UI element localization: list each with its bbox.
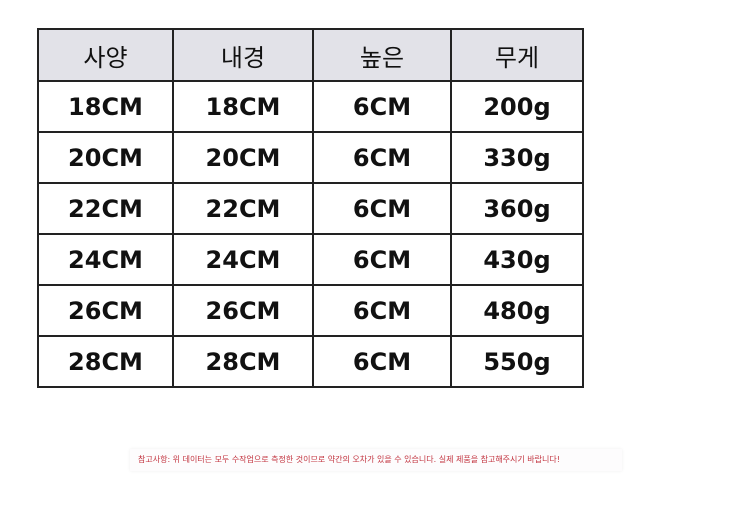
table-cell: 18CM [37,80,174,133]
header-height: 높은 [312,28,452,82]
table-cell: 28CM [172,335,314,388]
table-cell: 26CM [37,284,174,337]
table-cell: 24CM [172,233,314,286]
header-inner-diameter: 내경 [172,28,314,82]
header-spec: 사양 [37,28,174,82]
table-cell: 24CM [37,233,174,286]
table-cell: 22CM [172,182,314,235]
table-cell: 480g [450,284,584,337]
table-cell: 18CM [172,80,314,133]
table-cell: 6CM [312,80,452,133]
table-cell: 6CM [312,233,452,286]
table-cell: 360g [450,182,584,235]
table-cell: 430g [450,233,584,286]
table-cell: 28CM [37,335,174,388]
header-weight: 무게 [450,28,584,82]
table-cell: 20CM [172,131,314,184]
spec-table: 사양 내경 높은 무게 18CM 18CM 6CM 200g 20CM 20CM 6CM 33… [37,28,584,388]
table-cell: 6CM [312,131,452,184]
table-row: 26CM 26CM 6CM 480g [37,284,584,337]
table-row: 18CM 18CM 6CM 200g [37,80,584,133]
table-row: 28CM 28CM 6CM 550g [37,335,584,388]
table-row: 20CM 20CM 6CM 330g [37,131,584,184]
table-cell: 20CM [37,131,174,184]
reference-note: 참고사항: 위 데이터는 모두 수작업으로 측정한 것이므로 약간의 오차가 있… [130,449,622,471]
table-cell: 6CM [312,182,452,235]
table-cell: 200g [450,80,584,133]
table-cell: 6CM [312,335,452,388]
table-cell: 22CM [37,182,174,235]
table-row: 24CM 24CM 6CM 430g [37,233,584,286]
table-cell: 330g [450,131,584,184]
header-row: 사양 내경 높은 무게 [37,28,584,82]
table-row: 22CM 22CM 6CM 360g [37,182,584,235]
table-cell: 550g [450,335,584,388]
table-cell: 6CM [312,284,452,337]
table-cell: 26CM [172,284,314,337]
